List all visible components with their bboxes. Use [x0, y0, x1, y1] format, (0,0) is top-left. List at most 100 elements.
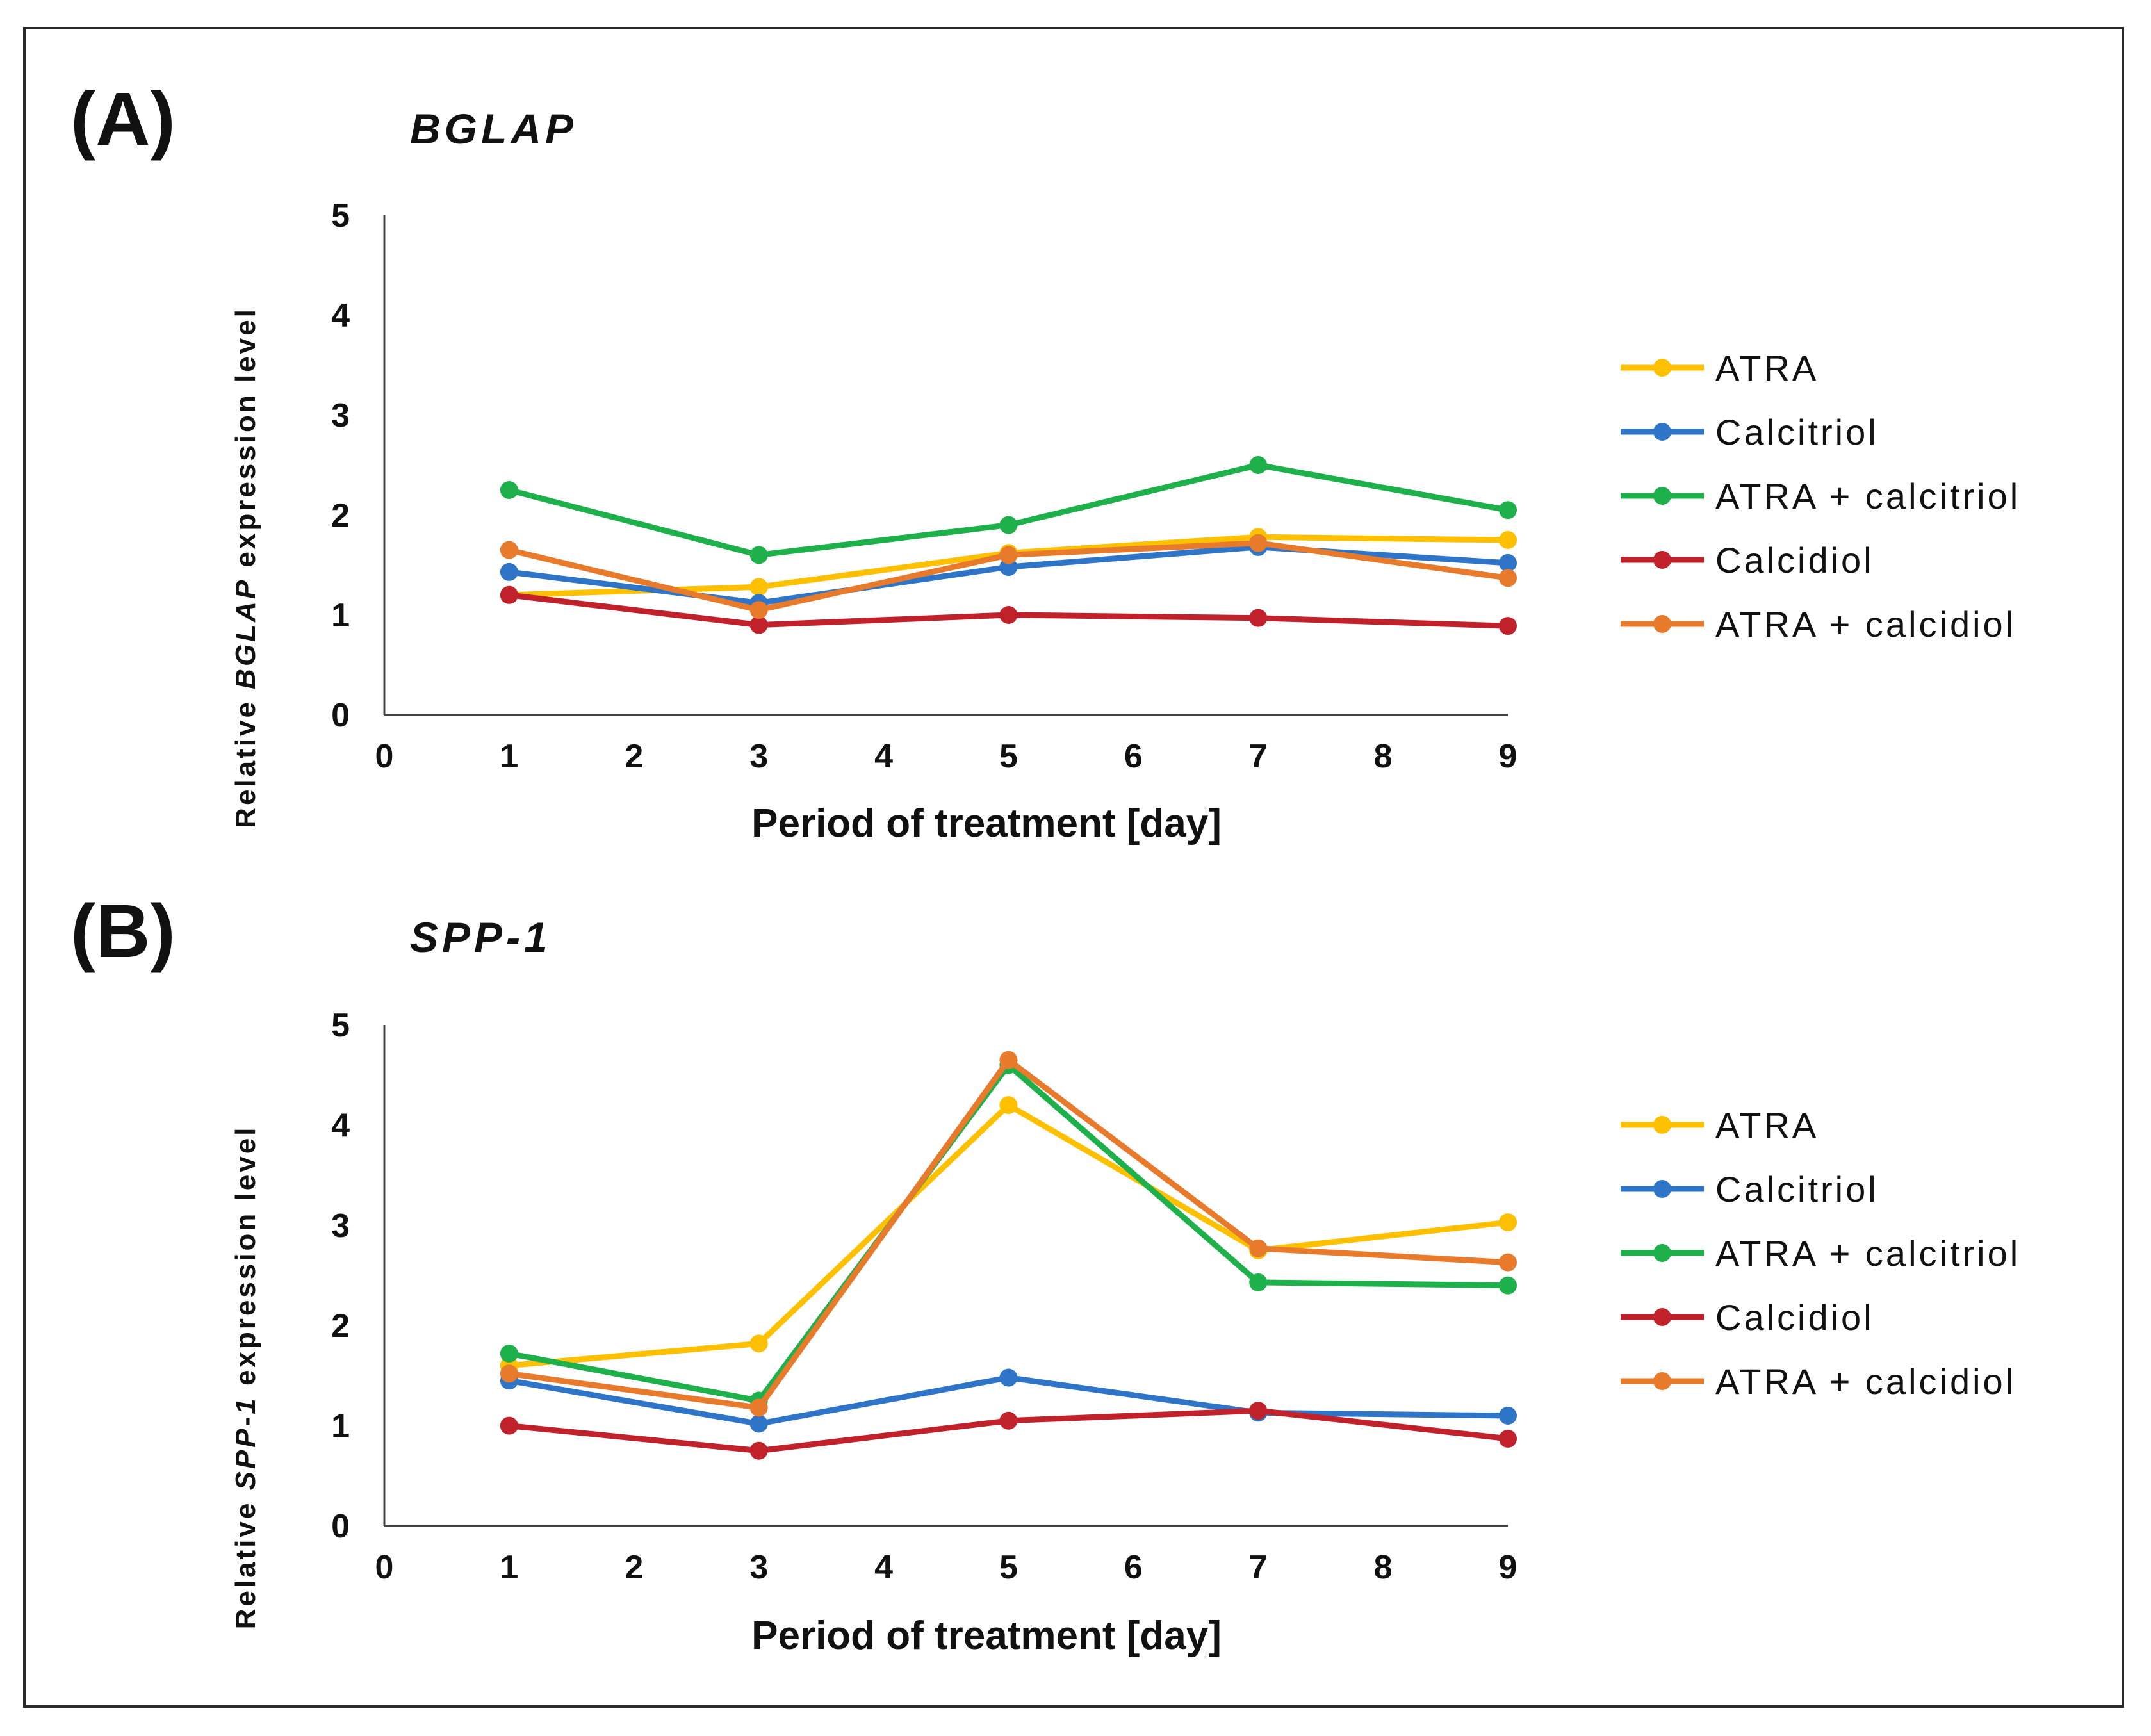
panel-a-xtick-label: 4: [874, 738, 893, 775]
panel-b-point-calcitriol: [749, 1414, 768, 1433]
panel-b-legend-marker-atra-calcidiol: [1653, 1372, 1671, 1390]
panel-b: (B) SPP-1 Relative SPP-1 expression leve…: [70, 889, 2020, 1658]
panel-b-point-atra-calcidiol: [749, 1398, 768, 1417]
panel-a: (A) BGLAP Relative BGLAP expression leve…: [70, 77, 2020, 846]
panel-b-legend-marker-calcidiol: [1653, 1308, 1671, 1326]
panel-a-legend-marker-atra-calcidiol: [1653, 615, 1671, 633]
panel-b-legend-label-calcitriol: Calcitriol: [1715, 1169, 1879, 1209]
panel-b-ytick-label: 0: [331, 1508, 350, 1545]
panel-a-xtick-label: 9: [1499, 738, 1517, 775]
panel-b-legend-item-calcidiol: Calcidiol: [1621, 1297, 1874, 1338]
panel-a-legend-item-atra-calcitriol: ATRA + calcitriol: [1621, 476, 2020, 516]
panel-b-legend-item-calcitriol: Calcitriol: [1621, 1169, 1879, 1209]
panel-b-legend-label-calcidiol: Calcidiol: [1715, 1297, 1874, 1338]
panel-a-point-atra-calcitriol: [749, 546, 768, 564]
panel-b-legend-item-atra-calcitriol: ATRA + calcitriol: [1621, 1233, 2020, 1273]
panel-b-xtick-label: 5: [999, 1549, 1018, 1586]
panel-a-label: (A): [70, 77, 176, 161]
panel-b-legend-marker-atra-calcitriol: [1653, 1244, 1671, 1262]
panel-b-xtick-label: 0: [375, 1549, 394, 1586]
panel-a-xtick-label: 1: [500, 738, 518, 775]
panel-b-xtick-label: 1: [500, 1549, 518, 1586]
panel-b-legend-item-atra-calcidiol: ATRA + calcidiol: [1621, 1361, 2016, 1402]
panel-b-point-calcitriol: [1499, 1406, 1517, 1425]
panel-b-point-atra-calcitriol: [1249, 1273, 1268, 1291]
panel-a-legend-label-atra-calcidiol: ATRA + calcidiol: [1715, 604, 2016, 644]
panel-b-plot: 0 1 2 3 4 5 0 1 2 3 4 5 6 7 8 9: [331, 1007, 1517, 1586]
panel-a-xlabel: Period of treatment [day]: [751, 801, 1222, 846]
panel-b-xtick-label: 4: [874, 1549, 893, 1586]
panel-b-point-atra: [1499, 1213, 1517, 1232]
panel-b-ylabel-gene: SPP-1: [230, 1396, 261, 1490]
panel-b-xtick-label: 7: [1249, 1549, 1268, 1586]
panel-a-ytick-label: 2: [331, 497, 350, 534]
panel-a-legend-label-atra-calcitriol: ATRA + calcitriol: [1715, 476, 2020, 516]
panel-a-legend-label-calcidiol: Calcidiol: [1715, 540, 1874, 580]
panel-a-legend-marker-calcidiol: [1653, 551, 1671, 569]
panel-a-xtick-label: 0: [375, 738, 394, 775]
panel-b-legend-marker-calcitriol: [1653, 1180, 1671, 1198]
panel-a-point-atra-calcitriol: [1499, 501, 1517, 520]
panel-b-ytick-label: 1: [331, 1408, 350, 1445]
panel-a-ytick-label: 4: [331, 297, 350, 334]
panel-a-legend-label-atra: ATRA: [1715, 348, 1819, 388]
panel-a-point-atra-calcidiol: [999, 546, 1018, 564]
panel-a-point-calcitriol: [1499, 553, 1517, 572]
panel-b-point-calcidiol: [500, 1416, 518, 1435]
panel-a-xtick-label: 7: [1249, 738, 1268, 775]
panel-a-legend-marker-calcitriol: [1653, 423, 1671, 441]
panel-b-title: SPP-1: [410, 913, 552, 961]
panel-b-series-line-atra: [506, 1102, 1511, 1369]
panel-a-point-atra: [1499, 531, 1517, 549]
panel-b-ytick-label: 4: [331, 1107, 350, 1144]
panel-a-point-atra-calcitriol: [500, 481, 518, 499]
panel-a-legend: ATRA Calcitriol ATRA + calcitriol Calcidiol…: [1621, 348, 2020, 644]
panel-b-point-atra: [749, 1334, 768, 1353]
panel-b-point-atra-calcidiol: [500, 1364, 518, 1383]
panel-b-ylabel-prefix: Relative: [230, 1490, 261, 1629]
panel-a-point-calcidiol: [1499, 617, 1517, 635]
panel-b-point-atra-calcidiol: [1249, 1239, 1268, 1257]
panel-a-point-calcidiol: [1249, 609, 1268, 627]
panel-a-legend-marker-atra-calcitriol: [1653, 487, 1671, 505]
panel-b-legend-label-atra-calcitriol: ATRA + calcitriol: [1715, 1233, 2020, 1273]
panel-a-xtick-label: 5: [999, 738, 1018, 775]
panel-b-legend-label-atra: ATRA: [1715, 1105, 1819, 1145]
panel-a-series-line-atra-calcitriol: [506, 462, 1511, 558]
panel-b-legend: ATRA Calcitriol ATRA + calcitriol Calcidiol…: [1621, 1105, 2020, 1402]
panel-a-xtick-label: 2: [625, 738, 643, 775]
panel-a-ytick-label: 5: [331, 197, 350, 234]
panel-b-point-calcidiol: [1249, 1402, 1268, 1420]
panel-a-point-calcidiol: [500, 585, 518, 604]
panel-a-point-calcitriol: [500, 562, 518, 581]
panel-b-point-atra-calcitriol: [1499, 1276, 1517, 1295]
panel-b-xtick-label: 3: [749, 1549, 768, 1586]
panel-b-ytick-label: 5: [331, 1007, 350, 1044]
panel-a-ylabel: Relative BGLAP expression level: [230, 307, 261, 828]
panel-b-legend-label-atra-calcidiol: ATRA + calcidiol: [1715, 1361, 2016, 1402]
panel-a-xtick-label: 6: [1124, 738, 1143, 775]
panel-a-legend-label-calcitriol: Calcitriol: [1715, 412, 1879, 452]
panel-b-point-atra-calcidiol: [1499, 1253, 1517, 1272]
panel-b-legend-marker-atra: [1653, 1116, 1671, 1134]
panel-a-title: BGLAP: [410, 105, 577, 152]
panel-b-ylabel-suffix: expression level: [230, 1126, 261, 1396]
panel-a-legend-item-atra: ATRA: [1621, 348, 1819, 388]
panel-a-point-atra-calcidiol: [500, 541, 518, 559]
panel-b-point-atra-calcitriol: [500, 1344, 518, 1363]
panel-a-point-atra-calcidiol: [1249, 534, 1268, 552]
panel-a-ylabel-gene: BGLAP: [230, 578, 261, 689]
panel-a-point-calcidiol: [749, 616, 768, 634]
panel-a-point-atra-calcitriol: [999, 516, 1018, 534]
panel-b-xtick-label: 2: [625, 1549, 643, 1586]
panel-b-xlabel: Period of treatment [day]: [751, 1614, 1222, 1658]
panel-b-legend-item-atra: ATRA: [1621, 1105, 1819, 1145]
panel-a-legend-item-atra-calcidiol: ATRA + calcidiol: [1621, 604, 2016, 644]
panel-b-ytick-label: 2: [331, 1307, 350, 1345]
panel-b-point-atra-calcidiol: [999, 1051, 1018, 1069]
panel-b-ylabel: Relative SPP-1 expression level: [230, 1126, 261, 1630]
panel-a-ytick-label: 3: [331, 397, 350, 434]
panel-b-xtick-label: 9: [1499, 1549, 1517, 1586]
panel-a-xtick-label: 3: [749, 738, 768, 775]
panel-b-point-calcidiol: [749, 1441, 768, 1460]
